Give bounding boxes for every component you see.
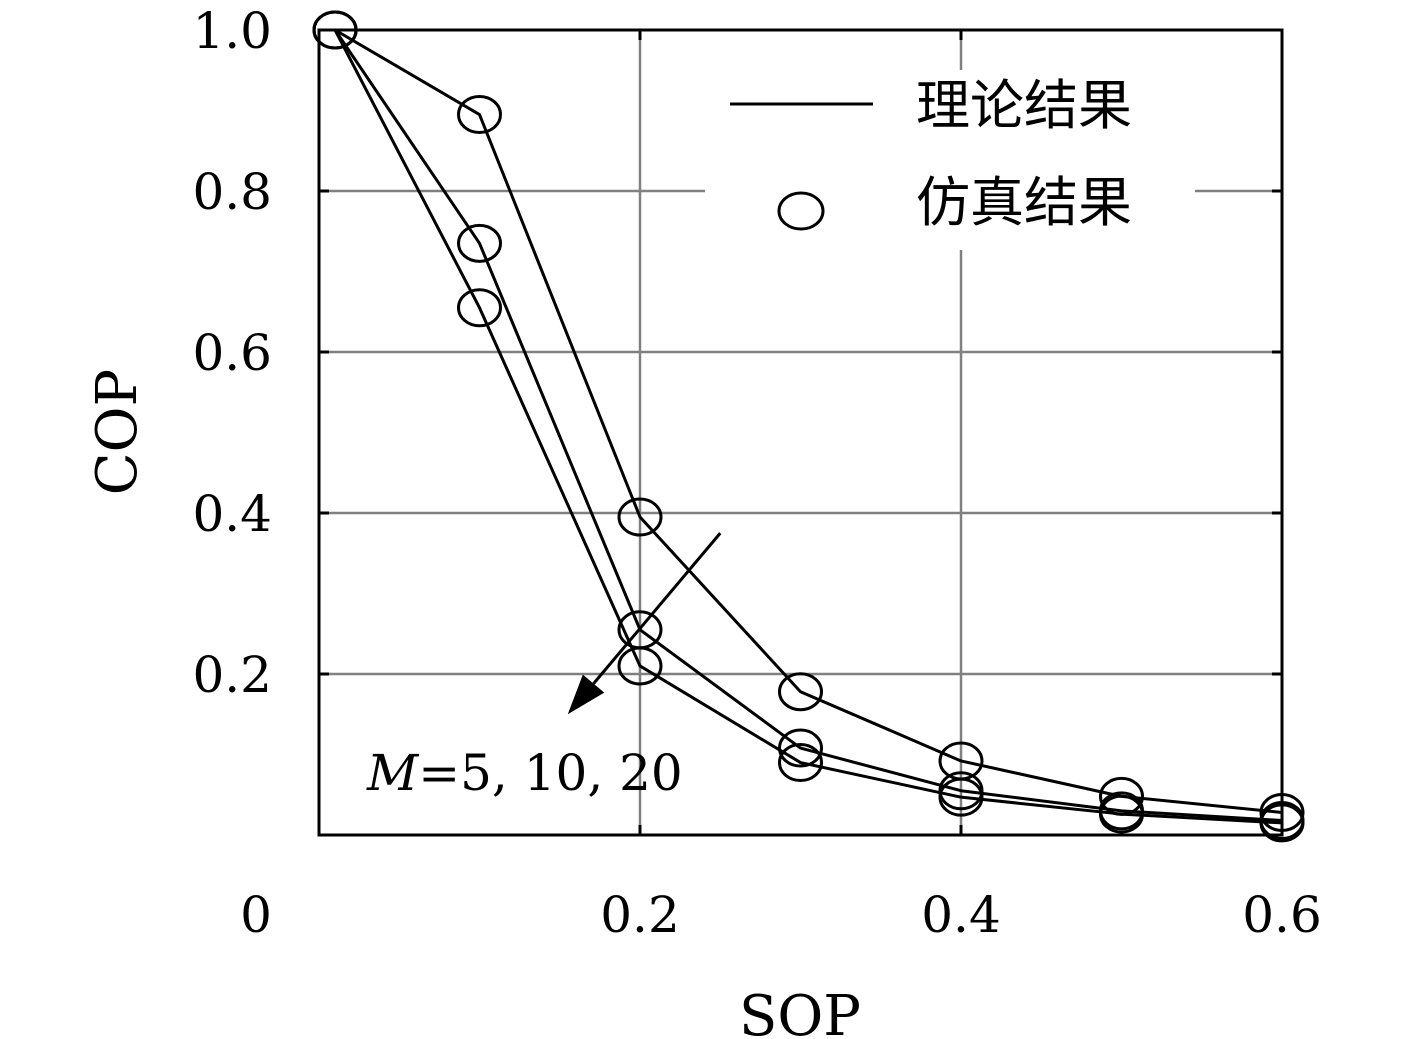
series-1-marker: [1099, 776, 1144, 816]
x-axis-title: SOP: [739, 984, 861, 1039]
annotation-arrow-line: [592, 532, 722, 685]
x-tick-label: 0.6: [1242, 886, 1322, 944]
y-tick-label: 0.2: [192, 646, 272, 704]
x-tick-label: 0: [240, 886, 272, 944]
marker-group: [312, 10, 1305, 843]
series-2-marker: [457, 223, 502, 263]
y-tick-label: 0.8: [192, 163, 272, 221]
series-3-marker: [938, 777, 984, 817]
series-line-2: [333, 29, 1283, 823]
series-2-marker: [778, 728, 823, 768]
y-axis-title: COP: [85, 369, 150, 495]
annotation-arrow-head: [567, 674, 605, 715]
series-3-marker: [778, 743, 823, 783]
annotation-label: M=5, 10, 20: [366, 744, 683, 802]
legend-background: [705, 70, 1195, 250]
annotation-values: =5, 10, 20: [418, 744, 683, 802]
annotation-variable: M: [366, 744, 420, 802]
legend-label-theory: 理论结果: [916, 74, 1132, 137]
plot-frame: [317, 28, 1284, 837]
x-tick-label: 0.2: [600, 886, 680, 944]
series-3-marker: [457, 288, 502, 328]
annotation-group: M=5, 10, 20: [366, 532, 722, 802]
tick-marks: [319, 30, 1282, 835]
series-1-marker: [617, 497, 663, 537]
legend-circle-icon: [777, 191, 825, 231]
x-tick-label: 0.4: [921, 886, 1001, 944]
series-3-marker: [617, 646, 663, 686]
tick-labels: 0 0.2 0.4 0.6 0.2 0.4 0.6 0.8 1.0: [192, 2, 1321, 944]
series-1-marker: [457, 95, 502, 135]
legend-label-simulation: 仿真结果: [916, 171, 1132, 234]
series-3-marker: [1099, 794, 1144, 834]
y-tick-label: 0.4: [192, 485, 272, 543]
series-1-marker: [778, 672, 823, 712]
y-tick-label: 0.6: [192, 324, 272, 382]
y-tick-label: 1.0: [192, 2, 272, 60]
